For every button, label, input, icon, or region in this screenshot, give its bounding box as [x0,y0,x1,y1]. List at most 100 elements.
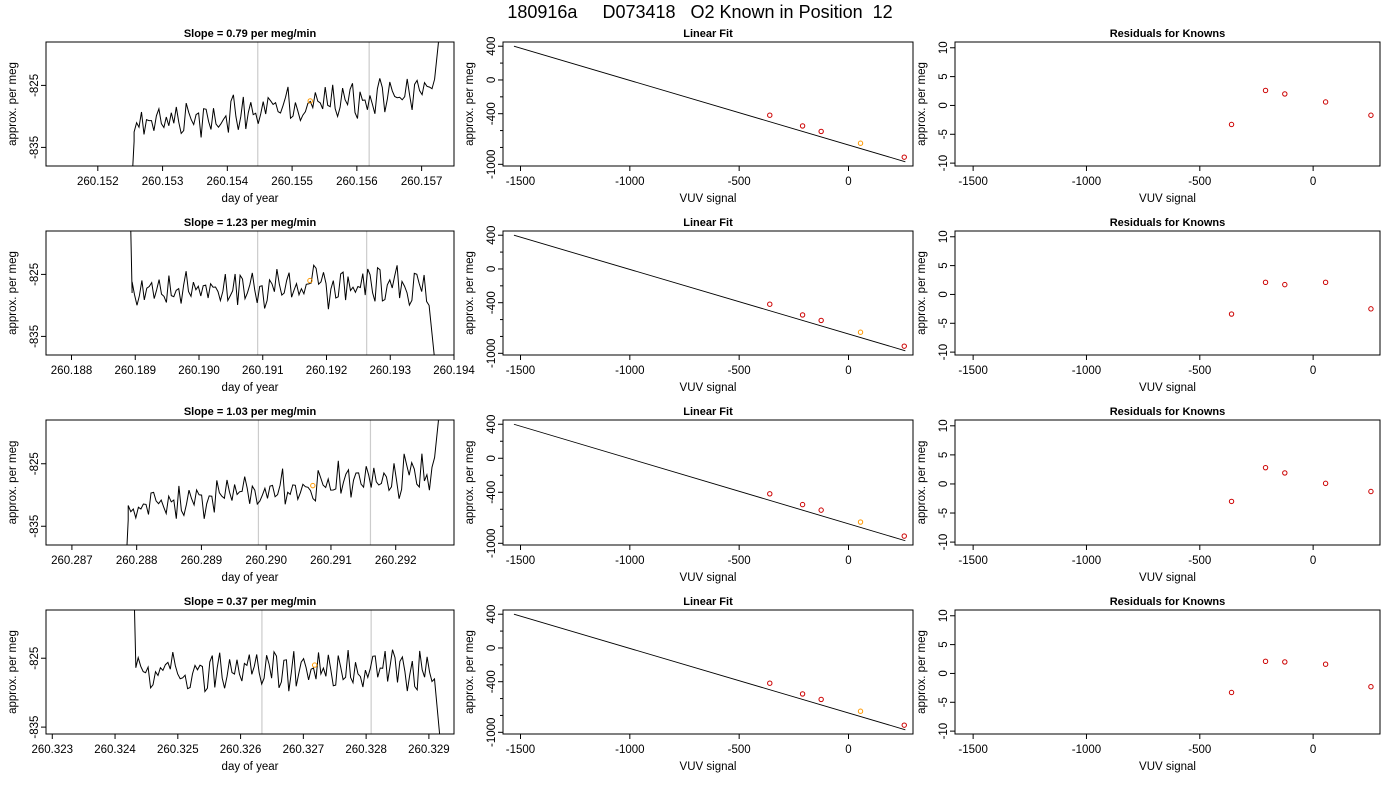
x-tick-label: 260.291 [310,555,352,567]
x-tick-label: 260.287 [51,555,93,567]
y-tick-label: -825 [29,452,41,475]
y-axis-label: approx. per meg [916,62,928,146]
known-point [1322,661,1329,667]
y-axis-label: approx. per meg [7,630,19,714]
y-tick-label: -825 [29,647,41,670]
x-tick-label: 260.323 [31,744,73,756]
y-tick-label: 0 [486,645,498,651]
x-tick-label: 260.193 [369,365,411,377]
highlight-point [310,482,316,489]
x-tick-label: -1500 [506,365,535,377]
y-tick-label: 400 [486,37,498,56]
x-tick-label: -500 [728,365,751,377]
panel-title: Residuals for Knowns [1110,406,1226,418]
y-tick-label: 10 [938,230,950,243]
x-tick-label: -1500 [958,365,987,377]
panel-title: Slope = 0.79 per meg/min [184,28,317,40]
series-line [130,231,435,355]
known-point [767,301,773,307]
panel-3-3: Residuals for Knowns -1500 -1000 -500 0 10 5 0 -… [916,406,1381,584]
plot-frame [45,230,455,356]
plot-area [134,610,441,734]
x-tick-label: 0 [1310,744,1316,756]
x-tick-label: -1000 [615,365,644,377]
plot-frame [502,419,914,546]
y-tick-label: -1000 [486,718,498,747]
panel-4-1: Slope = 0.37 per meg/min 260.323 260.324 26… [7,596,455,773]
x-tick-label: -1000 [1072,365,1101,377]
known-point [818,317,824,324]
fit-line [513,45,906,163]
plot-area [1228,464,1374,505]
x-tick-label: 260.152 [77,176,119,188]
y-axis-label: approx. per meg [7,62,19,146]
x-axis-label: day of year [222,572,279,584]
y-axis-label: approx. per meg [464,630,476,714]
x-tick-label: 0 [845,176,851,188]
x-tick-label: 260.190 [178,365,220,377]
y-tick-label: 10 [938,41,950,54]
x-axis-label: VUV signal [1139,572,1196,584]
panel-2-2: Linear Fit -1500 -1000 -500 0 400 0 -400 -1000 VU… [464,217,914,394]
plot-area [513,423,907,542]
panel-2-1: Slope = 1.23 per meg/min 260.188 260.189 26… [7,217,475,394]
y-axis-label: approx. per meg [7,251,19,335]
x-axis-label: VUV signal [1139,193,1196,205]
highlight-point [307,277,313,284]
panel-3-1: Slope = 1.03 per meg/min 260.287 260.288 26… [7,406,455,584]
panel-title: Linear Fit [683,596,733,608]
x-tick-label: -500 [728,176,751,188]
panel-title: Slope = 0.37 per meg/min [184,596,317,608]
known-point [1282,281,1288,288]
known-point [1282,470,1288,476]
x-tick-label: 0 [845,555,851,567]
known-point [1368,684,1374,690]
x-tick-label: 260.326 [220,744,262,756]
plot-area [513,234,907,352]
x-tick-label: 0 [1310,365,1316,377]
panel-1-3: Residuals for Knowns -1500 -1000 -500 0 10 5 0 -… [916,28,1381,205]
y-axis-label: approx. per meg [916,441,928,525]
x-tick-label: -500 [1188,365,1211,377]
highlight-point [307,98,313,104]
panel-1-2: Linear Fit -1500 -1000 -500 0 400 0 -400 -1000 VU… [464,28,914,205]
fit-line [513,613,906,731]
y-tick-label: -835 [29,515,41,538]
x-axis-label: VUV signal [1139,382,1196,394]
known-point [767,680,773,686]
y-axis-label: approx. per meg [464,251,476,335]
y-tick-label: 10 [938,609,950,622]
x-tick-label: -500 [728,555,751,567]
y-tick-label: -825 [29,74,41,97]
known-point [1262,658,1269,665]
x-axis-label: VUV signal [680,761,737,773]
plot-area [1228,87,1374,128]
panel-title: Slope = 1.23 per meg/min [184,217,317,229]
known-point [1368,112,1374,118]
highlight-point [857,329,864,335]
y-tick-label: -5 [938,129,950,139]
y-tick-label: 5 [938,73,950,79]
panel-title: Residuals for Knowns [1110,28,1226,40]
x-tick-label: 260.156 [336,176,378,188]
y-tick-label: -10 [938,155,950,172]
fit-line [513,234,906,352]
highlight-point [311,662,318,668]
x-axis-label: VUV signal [1139,761,1196,773]
x-tick-label: -1000 [615,555,644,567]
y-axis-label: approx. per meg [916,630,928,714]
known-point [1228,498,1235,505]
x-axis-label: day of year [222,193,279,205]
x-tick-label: -1500 [958,555,987,567]
x-tick-label: 260.192 [306,365,348,377]
y-tick-label: -400 [486,481,498,504]
x-axis-label: day of year [222,382,279,394]
plot-frame [502,41,914,167]
x-tick-label: -1500 [506,555,535,567]
x-tick-label: -500 [1188,176,1211,188]
y-tick-label: 0 [938,670,950,676]
known-point [1368,488,1374,495]
plot-frame [954,419,1381,546]
panel-1-1: Slope = 0.79 per meg/min 260.152 260.153 26… [7,28,455,205]
panel-title: Residuals for Knowns [1110,596,1226,608]
